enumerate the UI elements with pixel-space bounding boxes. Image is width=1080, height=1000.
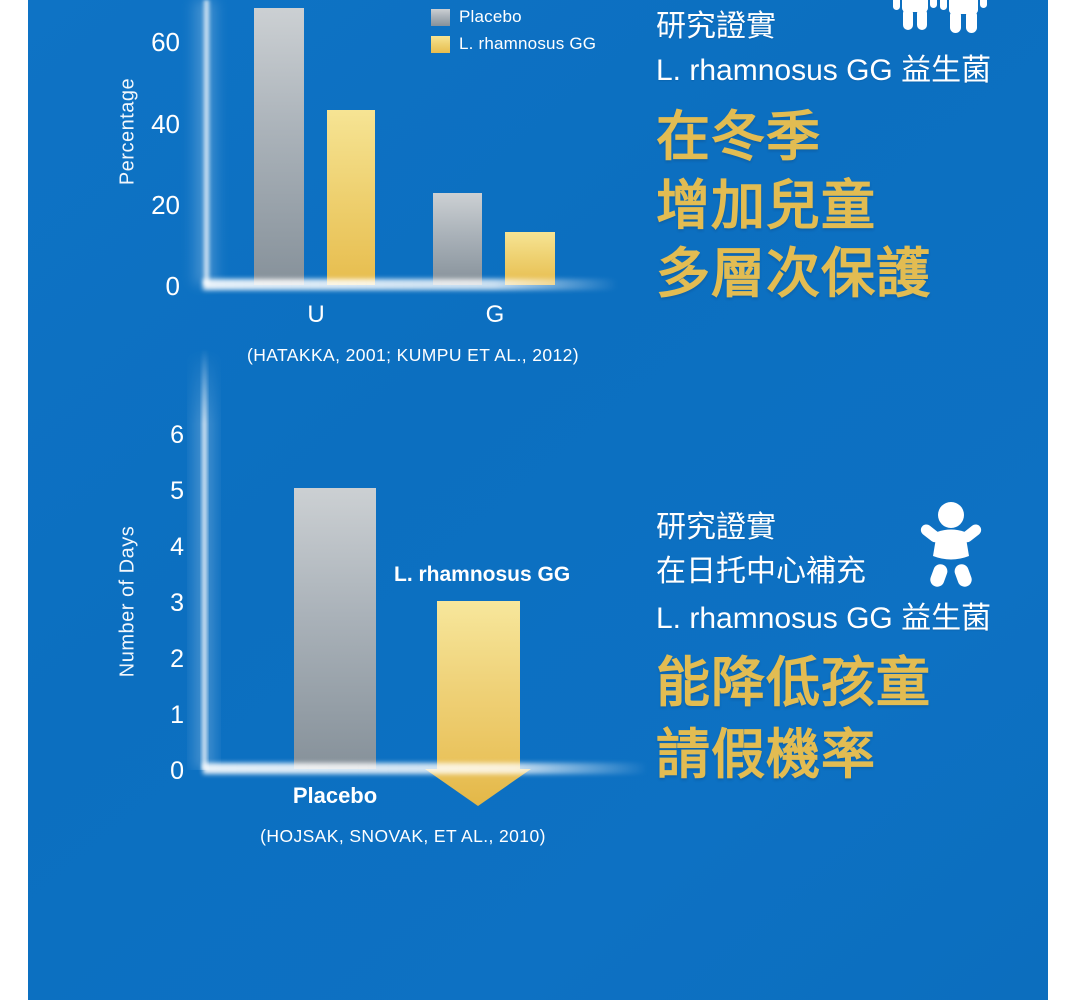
y-axis-line <box>200 348 209 770</box>
y-tick-label: 1 <box>170 701 184 729</box>
y-tick-label: 0 <box>165 271 180 301</box>
gg-down-arrow-head <box>425 769 531 806</box>
bar-placebo-days <box>294 488 376 769</box>
daycare-intro-line-2: 在日托中心補充 <box>656 555 866 588</box>
x-axis-line <box>203 279 618 290</box>
y-axis-line <box>202 0 211 285</box>
legend-item-gg: L. rhamnosus GG <box>431 34 596 54</box>
gg-down-arrow-shaft <box>436 601 520 769</box>
blue-panel <box>28 0 1048 1000</box>
y-tick-label: 5 <box>170 477 184 505</box>
baby-icon <box>916 500 986 588</box>
bar-placebo-g <box>433 193 482 285</box>
bar-gg-u <box>327 110 375 285</box>
y-tick-label: 0 <box>170 757 184 785</box>
y-tick-label: 2 <box>170 645 184 673</box>
daycare-headline-2: 請假機率 <box>656 725 876 785</box>
daycare-intro-line-1: 研究證實 <box>656 511 776 544</box>
arrow-series-label: L. rhamnosus GG <box>394 563 571 586</box>
legend-swatch-gray <box>431 8 450 26</box>
x-axis-line <box>203 763 648 774</box>
x-category-label-u: U <box>307 301 325 328</box>
children-icon <box>893 0 993 40</box>
daycare-headline-1: 能降低孩童 <box>656 653 931 713</box>
legend-label: Placebo <box>459 7 522 26</box>
bar-placebo-u <box>254 8 304 285</box>
y-tick-label: 4 <box>170 533 184 561</box>
winter-intro-line-2: L. rhamnosus GG 益生菌 <box>656 54 992 87</box>
bar-gg-g <box>505 232 555 285</box>
y-tick-label: 20 <box>151 190 180 220</box>
winter-headline-2: 增加兒童 <box>656 176 876 236</box>
legend-item-placebo: Placebo <box>431 7 522 27</box>
citation-hatakka: (HATAKKA, 2001; KUMPU ET AL., 2012) <box>246 345 580 365</box>
citation-hojsak: (HOJSAK, SNOVAK, ET AL., 2010) <box>260 826 546 846</box>
y-axis-title: Number of Days <box>116 525 139 678</box>
winter-headline-3: 多層次保護 <box>656 244 931 304</box>
winter-headline-1: 在冬季 <box>656 107 821 167</box>
winter-intro-line-1: 研究證實 <box>656 10 776 43</box>
daycare-intro-line-3: L. rhamnosus GG 益生菌 <box>656 602 992 635</box>
y-tick-label: 6 <box>170 421 184 449</box>
y-tick-label: 60 <box>151 27 180 57</box>
x-category-label-g: G <box>485 301 505 328</box>
y-tick-label: 3 <box>170 589 184 617</box>
gg-down-arrow <box>425 601 531 806</box>
y-tick-label: 40 <box>151 109 180 139</box>
bar-series-label: Placebo <box>292 783 378 808</box>
legend-label: L. rhamnosus GG <box>459 34 597 53</box>
legend-swatch-yellow <box>431 35 450 53</box>
